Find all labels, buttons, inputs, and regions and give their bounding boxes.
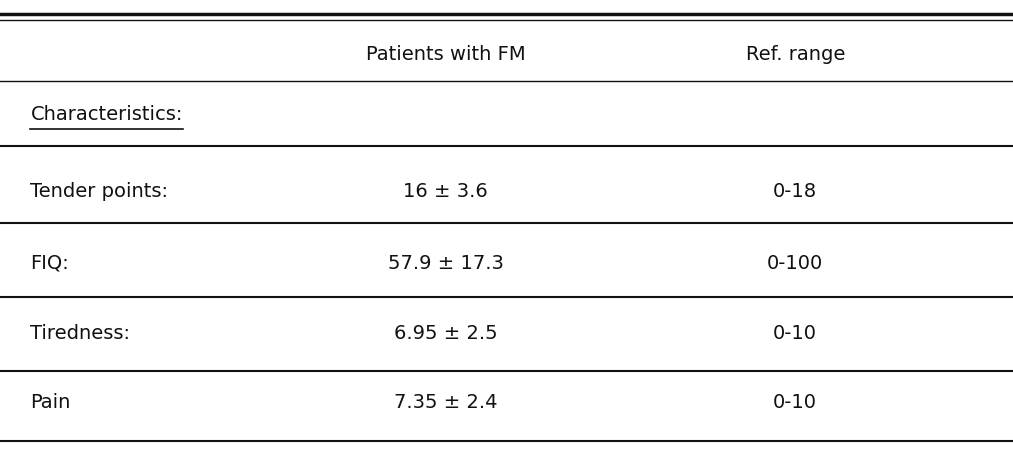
Text: Tiredness:: Tiredness: [30, 324, 131, 343]
Text: 16 ± 3.6: 16 ± 3.6 [403, 182, 488, 201]
Text: 0-10: 0-10 [773, 324, 817, 343]
Text: 57.9 ± 17.3: 57.9 ± 17.3 [388, 254, 503, 273]
Text: FIQ:: FIQ: [30, 254, 69, 273]
Text: Ref. range: Ref. range [746, 45, 845, 63]
Text: Patients with FM: Patients with FM [366, 45, 526, 63]
Text: Characteristics:: Characteristics: [30, 105, 182, 124]
Text: Tender points:: Tender points: [30, 182, 168, 201]
Text: 0-10: 0-10 [773, 393, 817, 412]
Text: 0-18: 0-18 [773, 182, 817, 201]
Text: 7.35 ± 2.4: 7.35 ± 2.4 [394, 393, 497, 412]
Text: Pain: Pain [30, 393, 71, 412]
Text: 6.95 ± 2.5: 6.95 ± 2.5 [394, 324, 497, 343]
Text: 0-100: 0-100 [767, 254, 824, 273]
